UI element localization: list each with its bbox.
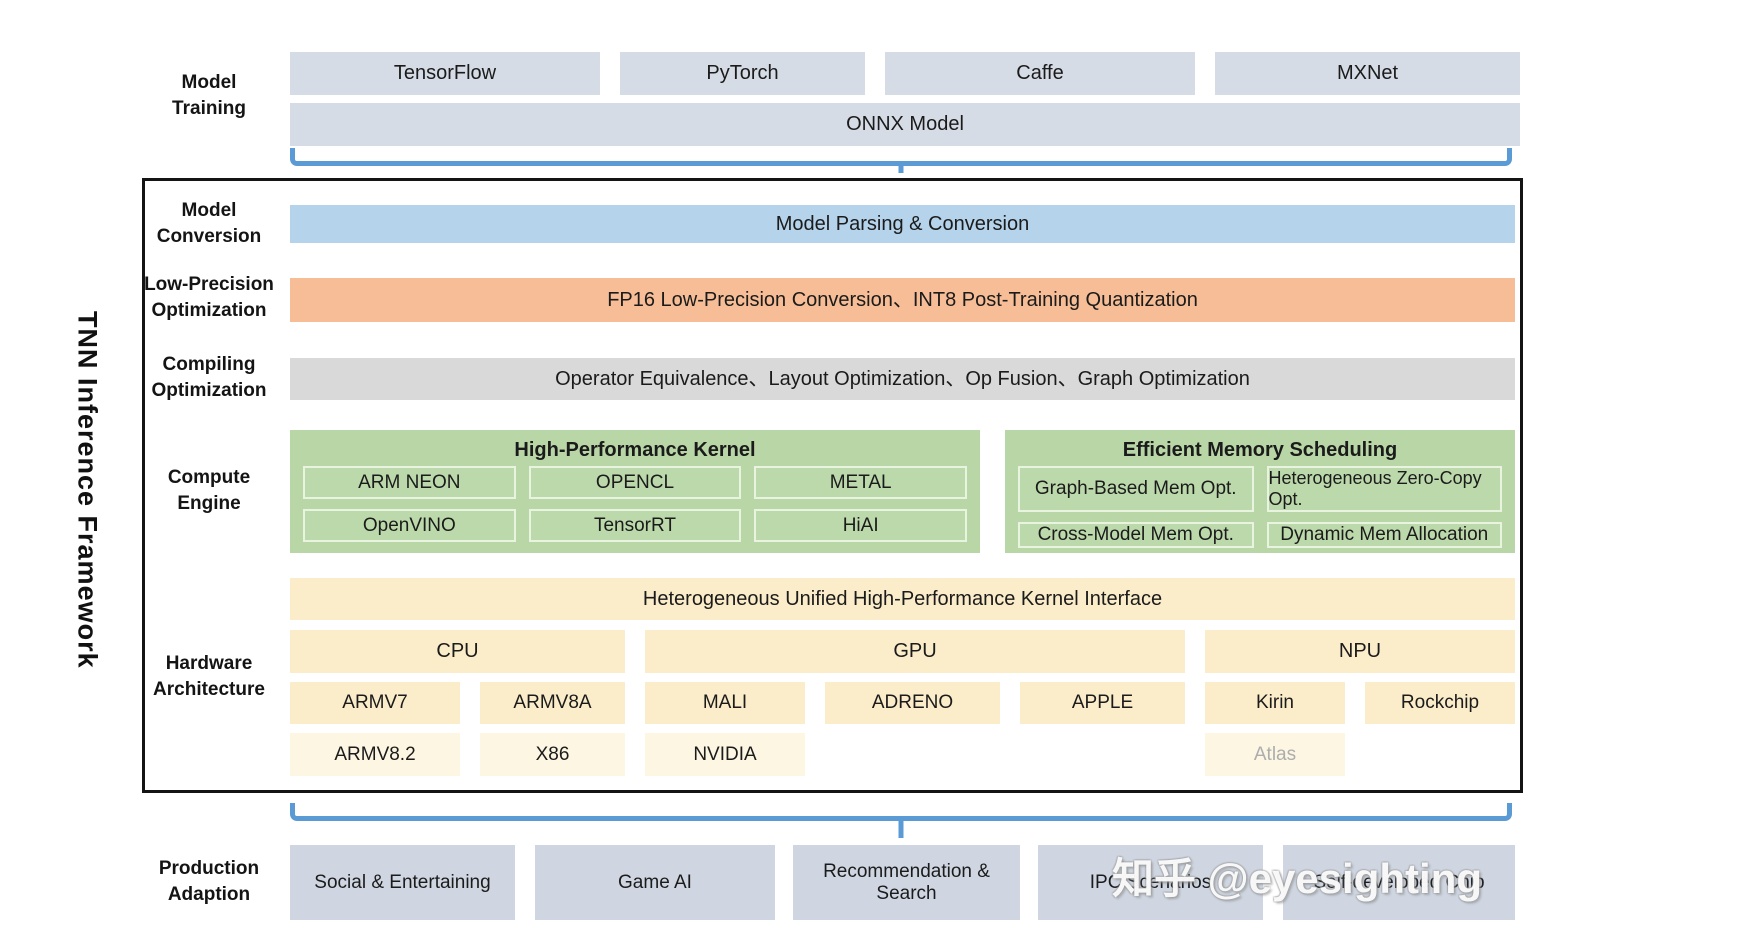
compiling-optimization-label-line1: Compiling (162, 354, 256, 375)
production-box-ipc: IPC Scenarios (1038, 845, 1263, 920)
chip-armv7: ARMV7 (290, 682, 460, 724)
framework-box-mxnet: MXNet (1215, 52, 1520, 95)
production-box-self-developed-chip: Self-developed Chip (1283, 845, 1515, 920)
hardware-architecture-label: Hardware Architecture (133, 651, 285, 702)
production-box-recommendation: Recommendation & Search (793, 845, 1020, 920)
chip-kirin-label: Kirin (1255, 692, 1294, 714)
chip-adreno: ADRENO (825, 682, 1000, 724)
production-box-game-ai-label: Game AI (618, 871, 692, 893)
chip-x86: X86 (480, 733, 625, 776)
low-precision-bar: FP16 Low-Precision Conversion、INT8 Post-… (290, 278, 1515, 322)
kernel-item-openvino: OpenVINO (303, 509, 516, 542)
onnx-model-bar-label: ONNX Model (846, 113, 964, 135)
production-adaption-label-line1: Production (158, 858, 260, 879)
high-performance-kernel-grid: ARM NEON OPENCL METAL OpenVINO TensorRT … (303, 466, 967, 542)
model-conversion-label: Model Conversion (133, 198, 285, 249)
kernel-item-arm-neon: ARM NEON (303, 466, 516, 499)
model-parsing-conversion-bar: Model Parsing & Conversion (290, 205, 1515, 243)
category-cpu: CPU (290, 630, 625, 673)
low-precision-label-line2: Optimization (151, 299, 267, 321)
compiling-optimization-bar-text: Operator Equivalence、Layout Optimization… (555, 367, 1250, 390)
production-box-game-ai: Game AI (535, 845, 775, 920)
framework-box-mxnet-label: MXNet (1336, 62, 1399, 84)
chip-apple: APPLE (1020, 682, 1185, 724)
chip-mali: MALI (645, 682, 805, 724)
chip-armv7-label: ARMV7 (342, 692, 408, 714)
production-box-ipc-label: IPC Scenarios (1089, 871, 1212, 893)
framework-box-tensorflow: TensorFlow (290, 52, 600, 95)
framework-box-pytorch-label: PyTorch (706, 62, 779, 84)
framework-box-tensorflow-label: TensorFlow (393, 62, 497, 84)
efficient-memory-scheduling-grid: Graph-Based Mem Opt. Heterogeneous Zero-… (1018, 466, 1502, 548)
category-npu: NPU (1205, 630, 1515, 673)
memory-item-graph-based: Graph-Based Mem Opt. (1018, 466, 1254, 512)
tnn-framework-title: TNN Inference Framework (72, 311, 103, 669)
model-conversion-label-line1: Model (181, 200, 237, 221)
model-training-label-line2: Training (172, 97, 246, 119)
production-box-social: Social & Entertaining (290, 845, 515, 920)
kernel-interface-bar: Heterogeneous Unified High-Performance K… (290, 578, 1515, 620)
high-performance-kernel-box: High-Performance Kernel ARM NEON OPENCL … (290, 430, 980, 553)
chip-apple-label: APPLE (1071, 692, 1134, 714)
onnx-model-bar: ONNX Model (290, 103, 1520, 146)
category-cpu-label: CPU (436, 640, 479, 662)
framework-box-caffe-label: Caffe (1016, 62, 1064, 84)
framework-box-caffe: Caffe (885, 52, 1195, 95)
chip-atlas-label: Atlas (1253, 743, 1297, 765)
efficient-memory-scheduling-box: Efficient Memory Scheduling Graph-Based … (1005, 430, 1515, 553)
chip-rockchip-label: Rockchip (1400, 692, 1480, 714)
chip-mali-label: MALI (702, 692, 748, 714)
model-training-label-line1: Model (181, 72, 237, 93)
efficient-memory-scheduling-title: Efficient Memory Scheduling (1122, 439, 1398, 461)
kernel-item-tensorrt: TensorRT (528, 509, 742, 542)
kernel-item-hiai: HiAI (754, 509, 967, 542)
memory-item-dynamic-alloc: Dynamic Mem Allocation (1266, 522, 1502, 548)
category-npu-label: NPU (1338, 640, 1382, 662)
chip-nvidia: NVIDIA (645, 733, 805, 776)
production-box-self-developed-chip-label: Self-developed Chip (1313, 871, 1485, 893)
hardware-architecture-label-line1: Hardware (165, 653, 253, 674)
chip-atlas: Atlas (1205, 733, 1345, 776)
chip-x86-label: X86 (535, 743, 570, 765)
chip-kirin: Kirin (1205, 682, 1345, 724)
model-conversion-label-line2: Conversion (156, 225, 262, 247)
kernel-interface-bar-text: Heterogeneous Unified High-Performance K… (642, 587, 1163, 610)
production-adaption-label-line2: Adaption (167, 883, 251, 905)
memory-item-zero-copy: Heterogeneous Zero-Copy Opt. (1266, 466, 1502, 512)
chip-armv8a-label: ARMV8A (513, 692, 592, 714)
production-box-social-label: Social & Entertaining (314, 871, 491, 893)
chip-armv8-2-label: ARMV8.2 (334, 743, 416, 765)
compute-engine-label: Compute Engine (133, 465, 285, 516)
compute-engine-label-line2: Engine (177, 492, 241, 514)
memory-item-cross-model: Cross-Model Mem Opt. (1018, 522, 1254, 548)
compiling-optimization-bar: Operator Equivalence、Layout Optimization… (290, 358, 1515, 400)
zhihu-watermark: 知乎 @eyesighting (1112, 855, 1483, 902)
model-training-label: Model Training (133, 70, 285, 121)
chip-adreno-label: ADRENO (871, 692, 954, 714)
tnn-framework-border (142, 178, 1523, 793)
framework-box-pytorch: PyTorch (620, 52, 865, 95)
chip-armv8a: ARMV8A (480, 682, 625, 724)
hardware-architecture-label-line2: Architecture (153, 678, 265, 700)
bottom-brace-connector (290, 803, 1512, 821)
low-precision-label: Low-Precision Optimization (133, 272, 285, 323)
high-performance-kernel-title: High-Performance Kernel (514, 439, 756, 461)
chip-nvidia-label: NVIDIA (693, 743, 757, 765)
category-gpu-label: GPU (893, 640, 937, 662)
low-precision-bar-text: FP16 Low-Precision Conversion、INT8 Post-… (607, 288, 1198, 311)
category-gpu: GPU (645, 630, 1185, 673)
kernel-item-metal: METAL (754, 466, 967, 499)
production-box-recommendation-label: Recommendation & Search (823, 860, 990, 904)
compiling-optimization-label: Compiling Optimization (133, 352, 285, 403)
low-precision-label-line1: Low-Precision (144, 274, 274, 295)
chip-armv8-2: ARMV8.2 (290, 733, 460, 776)
top-brace-connector (290, 148, 1512, 166)
production-adaption-label: Production Adaption (133, 856, 285, 907)
compute-engine-label-line1: Compute (167, 467, 251, 488)
chip-rockchip: Rockchip (1365, 682, 1515, 724)
kernel-item-opencl: OPENCL (528, 466, 742, 499)
model-parsing-conversion-text: Model Parsing & Conversion (775, 212, 1030, 235)
compiling-optimization-label-line2: Optimization (151, 379, 267, 401)
